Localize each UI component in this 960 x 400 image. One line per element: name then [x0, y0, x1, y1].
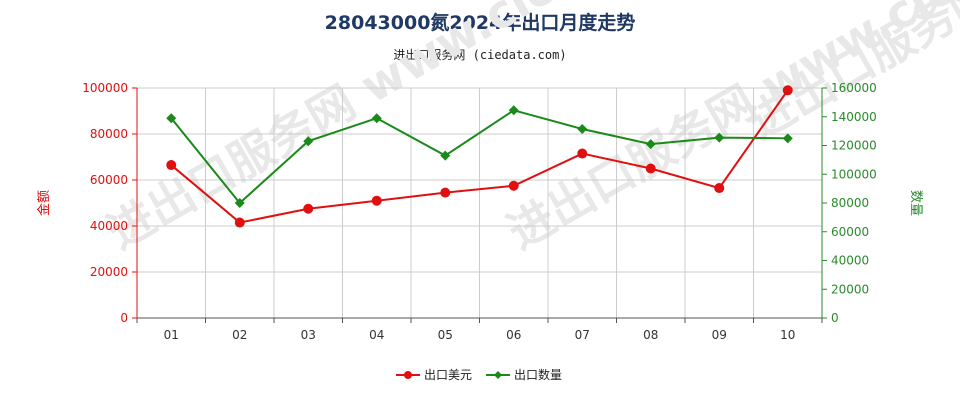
- y-right-tick-label: 100000: [831, 167, 877, 181]
- series-1-point: [234, 198, 245, 208]
- series-1-point: [645, 139, 656, 150]
- y-right-tick-label: 60000: [831, 225, 869, 239]
- series-1-point: [577, 123, 588, 134]
- legend-label-1: 出口数量: [514, 367, 562, 382]
- series-1-point: [303, 136, 314, 147]
- legend: 出口美元 出口数量: [396, 367, 562, 382]
- series-0-point: [440, 187, 451, 198]
- x-tick-label: 04: [369, 328, 384, 342]
- x-tick-label: 01: [164, 328, 179, 342]
- legend-marker-0: [404, 371, 412, 379]
- y-left-tick-label: 40000: [90, 219, 128, 233]
- y-right-tick-label: 160000: [831, 81, 877, 95]
- series-1-point: [166, 113, 177, 124]
- series-line-1: [170, 109, 788, 205]
- y-left-tick-label: 20000: [90, 265, 128, 279]
- y-right-tick-label: 80000: [831, 196, 869, 210]
- y-right-tick-label: 140000: [831, 110, 877, 124]
- y-right-tick-label: 40000: [831, 254, 869, 268]
- series-1-point: [714, 132, 725, 143]
- series-1-point: [371, 113, 382, 124]
- x-tick-label: 10: [780, 328, 795, 342]
- chart-title: 28043000氮2024年出口月度走势: [324, 12, 636, 34]
- x-tick-label: 03: [301, 328, 316, 342]
- legend-marker-1: [494, 371, 502, 379]
- y-axis-left-label: 金额: [36, 190, 52, 216]
- series-0-point: [166, 160, 177, 171]
- y-right-tick-label: 0: [831, 311, 839, 325]
- series-0-point: [371, 195, 382, 206]
- series-1-point: [440, 150, 451, 161]
- y-axis-right-label: 数量: [908, 190, 923, 216]
- series-1-point: [782, 133, 793, 144]
- y-left-tick-label: 100000: [82, 81, 128, 95]
- y-right-tick-label: 20000: [831, 282, 869, 296]
- y-left-tick-label: 80000: [90, 127, 128, 141]
- x-tick-label: 02: [232, 328, 247, 342]
- legend-label-0: 出口美元: [424, 368, 472, 382]
- y-right-tick-label: 120000: [831, 139, 877, 153]
- series-0-point: [714, 183, 725, 194]
- series-0-point: [303, 203, 314, 214]
- x-tick-label: 09: [712, 328, 727, 342]
- series: [166, 85, 793, 228]
- series-0-point: [782, 85, 793, 96]
- series-0-point: [234, 217, 245, 228]
- chart-subtitle: 进出口服务网 (ciedata.com): [393, 48, 567, 62]
- y-left-tick-label: 0: [120, 311, 128, 325]
- x-tick-label: 06: [506, 328, 521, 342]
- series-0-point: [577, 148, 588, 159]
- series-0-point: [508, 180, 519, 191]
- series-0-point: [645, 163, 656, 174]
- x-tick-label: 07: [575, 328, 590, 342]
- axes: 0 20000 40000 60000 80000 100000 0 20000 40000 60…: [36, 81, 923, 342]
- series-line-0: [170, 89, 789, 224]
- x-tick-label: 08: [643, 328, 658, 342]
- x-tick-label: 05: [438, 328, 453, 342]
- series-1-point: [508, 105, 519, 116]
- y-left-tick-label: 60000: [90, 173, 128, 187]
